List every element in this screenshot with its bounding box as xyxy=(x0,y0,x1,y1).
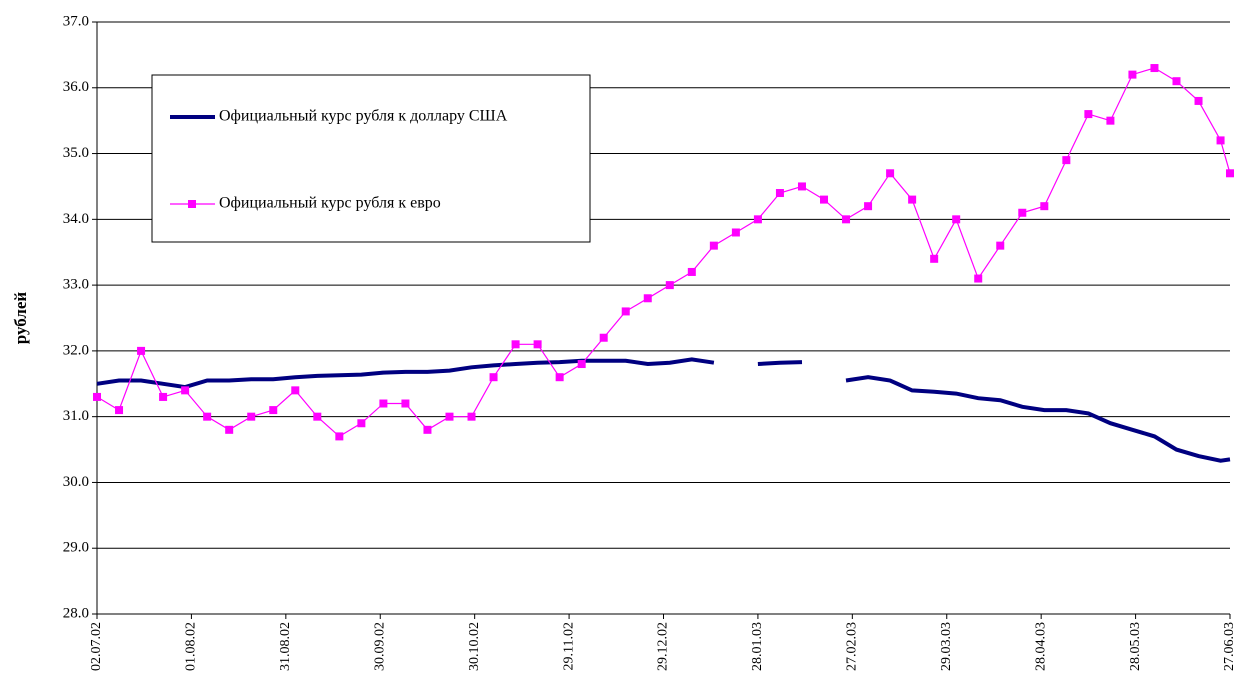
point-marker xyxy=(269,406,278,415)
point-marker xyxy=(1018,208,1027,217)
y-tick-label: 28.0 xyxy=(63,605,89,621)
point-marker xyxy=(1216,136,1225,145)
legend-label: Официальный курс рубля к евро xyxy=(219,195,441,212)
point-marker xyxy=(445,412,454,421)
point-marker xyxy=(1128,70,1137,79)
point-marker xyxy=(886,169,895,178)
legend-box xyxy=(151,74,591,243)
point-marker xyxy=(291,386,300,395)
y-tick-label: 35.0 xyxy=(63,145,89,161)
point-marker xyxy=(357,419,366,428)
point-marker xyxy=(1062,156,1071,165)
point-marker xyxy=(1040,202,1049,211)
point-marker xyxy=(555,373,564,382)
point-marker xyxy=(1150,64,1159,73)
point-marker xyxy=(797,182,806,191)
y-tick-label: 34.0 xyxy=(63,211,89,227)
x-tick-label: 28.05.03 xyxy=(1128,622,1143,671)
point-marker xyxy=(225,425,234,434)
point-marker xyxy=(731,228,740,237)
point-marker xyxy=(1084,110,1093,119)
point-marker xyxy=(533,340,542,349)
y-axis-label: рублей xyxy=(11,292,30,345)
point-marker xyxy=(1106,116,1115,125)
y-tick-label: 31.0 xyxy=(63,408,89,424)
point-marker xyxy=(1172,77,1181,86)
x-tick-label: 02.07.02 xyxy=(89,622,104,671)
point-marker xyxy=(709,241,718,250)
point-marker xyxy=(423,425,432,434)
x-tick-label: 30.10.02 xyxy=(467,622,482,671)
y-tick-label: 37.0 xyxy=(63,13,89,29)
point-marker xyxy=(820,195,829,204)
point-marker xyxy=(974,274,983,283)
point-marker xyxy=(952,215,961,224)
point-marker xyxy=(908,195,917,204)
point-marker xyxy=(335,432,344,441)
point-marker xyxy=(842,215,851,224)
point-marker xyxy=(203,412,212,421)
x-tick-label: 29.03.03 xyxy=(939,622,954,671)
point-marker xyxy=(577,360,586,369)
point-marker xyxy=(775,189,784,198)
x-tick-label: 31.08.02 xyxy=(278,622,293,671)
x-tick-label: 28.04.03 xyxy=(1033,622,1048,671)
point-marker xyxy=(687,267,696,276)
point-marker xyxy=(379,399,388,408)
x-tick-label: 01.08.02 xyxy=(184,622,199,671)
point-marker xyxy=(93,392,101,401)
y-tick-label: 33.0 xyxy=(63,277,89,293)
point-marker xyxy=(313,412,322,421)
series-line xyxy=(845,375,1231,463)
x-tick-label: 29.12.02 xyxy=(656,622,671,671)
point-marker xyxy=(1226,169,1234,178)
x-tick-label: 30.09.02 xyxy=(372,622,387,671)
point-marker xyxy=(489,373,498,382)
point-marker xyxy=(864,202,873,211)
point-marker xyxy=(621,307,630,316)
x-tick-label: 29.11.02 xyxy=(561,622,576,670)
point-marker xyxy=(247,412,256,421)
y-tick-label: 32.0 xyxy=(63,342,89,358)
point-marker xyxy=(511,340,520,349)
point-marker xyxy=(137,346,146,355)
point-marker xyxy=(753,215,762,224)
point-marker xyxy=(181,386,190,395)
point-marker xyxy=(643,294,652,303)
legend-marker xyxy=(188,200,196,208)
x-tick-label: 27.06.03 xyxy=(1222,622,1237,671)
y-tick-label: 30.0 xyxy=(63,474,89,490)
point-marker xyxy=(467,412,476,421)
series-line xyxy=(757,360,803,366)
point-marker xyxy=(1194,96,1203,105)
legend-label: Официальный курс рубля к доллару США xyxy=(219,108,508,125)
point-marker xyxy=(159,392,168,401)
point-marker xyxy=(401,399,410,408)
point-marker xyxy=(930,254,939,263)
point-marker xyxy=(996,241,1005,250)
y-tick-label: 29.0 xyxy=(63,540,89,556)
point-marker xyxy=(665,281,674,290)
x-tick-label: 27.02.03 xyxy=(845,622,860,671)
point-marker xyxy=(599,333,608,342)
y-tick-label: 36.0 xyxy=(63,79,89,95)
series-line xyxy=(96,357,715,390)
point-marker xyxy=(115,406,124,415)
x-tick-label: 28.01.03 xyxy=(750,622,765,671)
